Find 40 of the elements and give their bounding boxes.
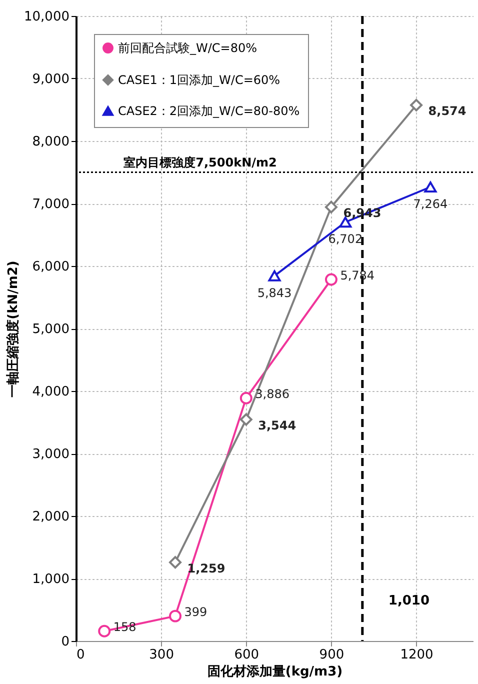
data-label: 399 (184, 605, 208, 620)
data-label: 5,843 (257, 286, 292, 300)
data-label: 7,264 (413, 197, 448, 211)
y-tick-label: 2,000 (32, 510, 70, 524)
y-tick-label: 6,000 (32, 260, 70, 274)
x-tick-label: 300 (149, 648, 174, 662)
ref-line-label: 1,010 (388, 593, 430, 608)
legend-label: CASE1：1回添加_W/C=60% (118, 73, 280, 87)
data-label: 3,544 (258, 418, 296, 432)
y-tick-label: 5,000 (32, 322, 70, 337)
x-tick-label: 0 (76, 648, 85, 662)
data-label: 3,886 (255, 387, 290, 402)
x-tick-label: 600 (234, 648, 260, 662)
y-tick-label: 9,000 (32, 72, 70, 87)
point (240, 392, 252, 404)
point (324, 273, 338, 286)
y-tick-label: 1,000 (32, 572, 70, 587)
legend-label: 前回配合試験_W/C=80% (118, 41, 258, 55)
x-tick-label: 900 (319, 648, 344, 662)
data-label: 5,784 (340, 268, 375, 282)
point (240, 413, 252, 426)
point (169, 610, 182, 622)
point (268, 270, 281, 282)
y-tick-label: 3,000 (32, 447, 70, 462)
data-label: 8,574 (428, 104, 466, 118)
y-tick-label: 4,000 (32, 384, 70, 400)
y-axis-title: 一軸圧縮強度(kN/m2) (5, 260, 22, 398)
point (424, 181, 437, 193)
point (410, 98, 423, 112)
y-tick-label: 10,000 (24, 10, 70, 24)
legend-label: CASE2：2回添加_W/C=80-80% (118, 104, 300, 118)
point (169, 556, 182, 569)
point (324, 200, 338, 214)
y-tick-label: 7,000 (32, 197, 70, 212)
y-tick-label: 0 (61, 634, 70, 650)
ref-line-label: 室内目標強度7,500kN/m2 (124, 155, 277, 170)
x-tick-label: 1200 (400, 648, 434, 662)
point (98, 624, 111, 638)
y-tick-label: 8,000 (32, 134, 70, 150)
x-axis-title: 固化材添加量(kg/m3) (207, 664, 343, 680)
